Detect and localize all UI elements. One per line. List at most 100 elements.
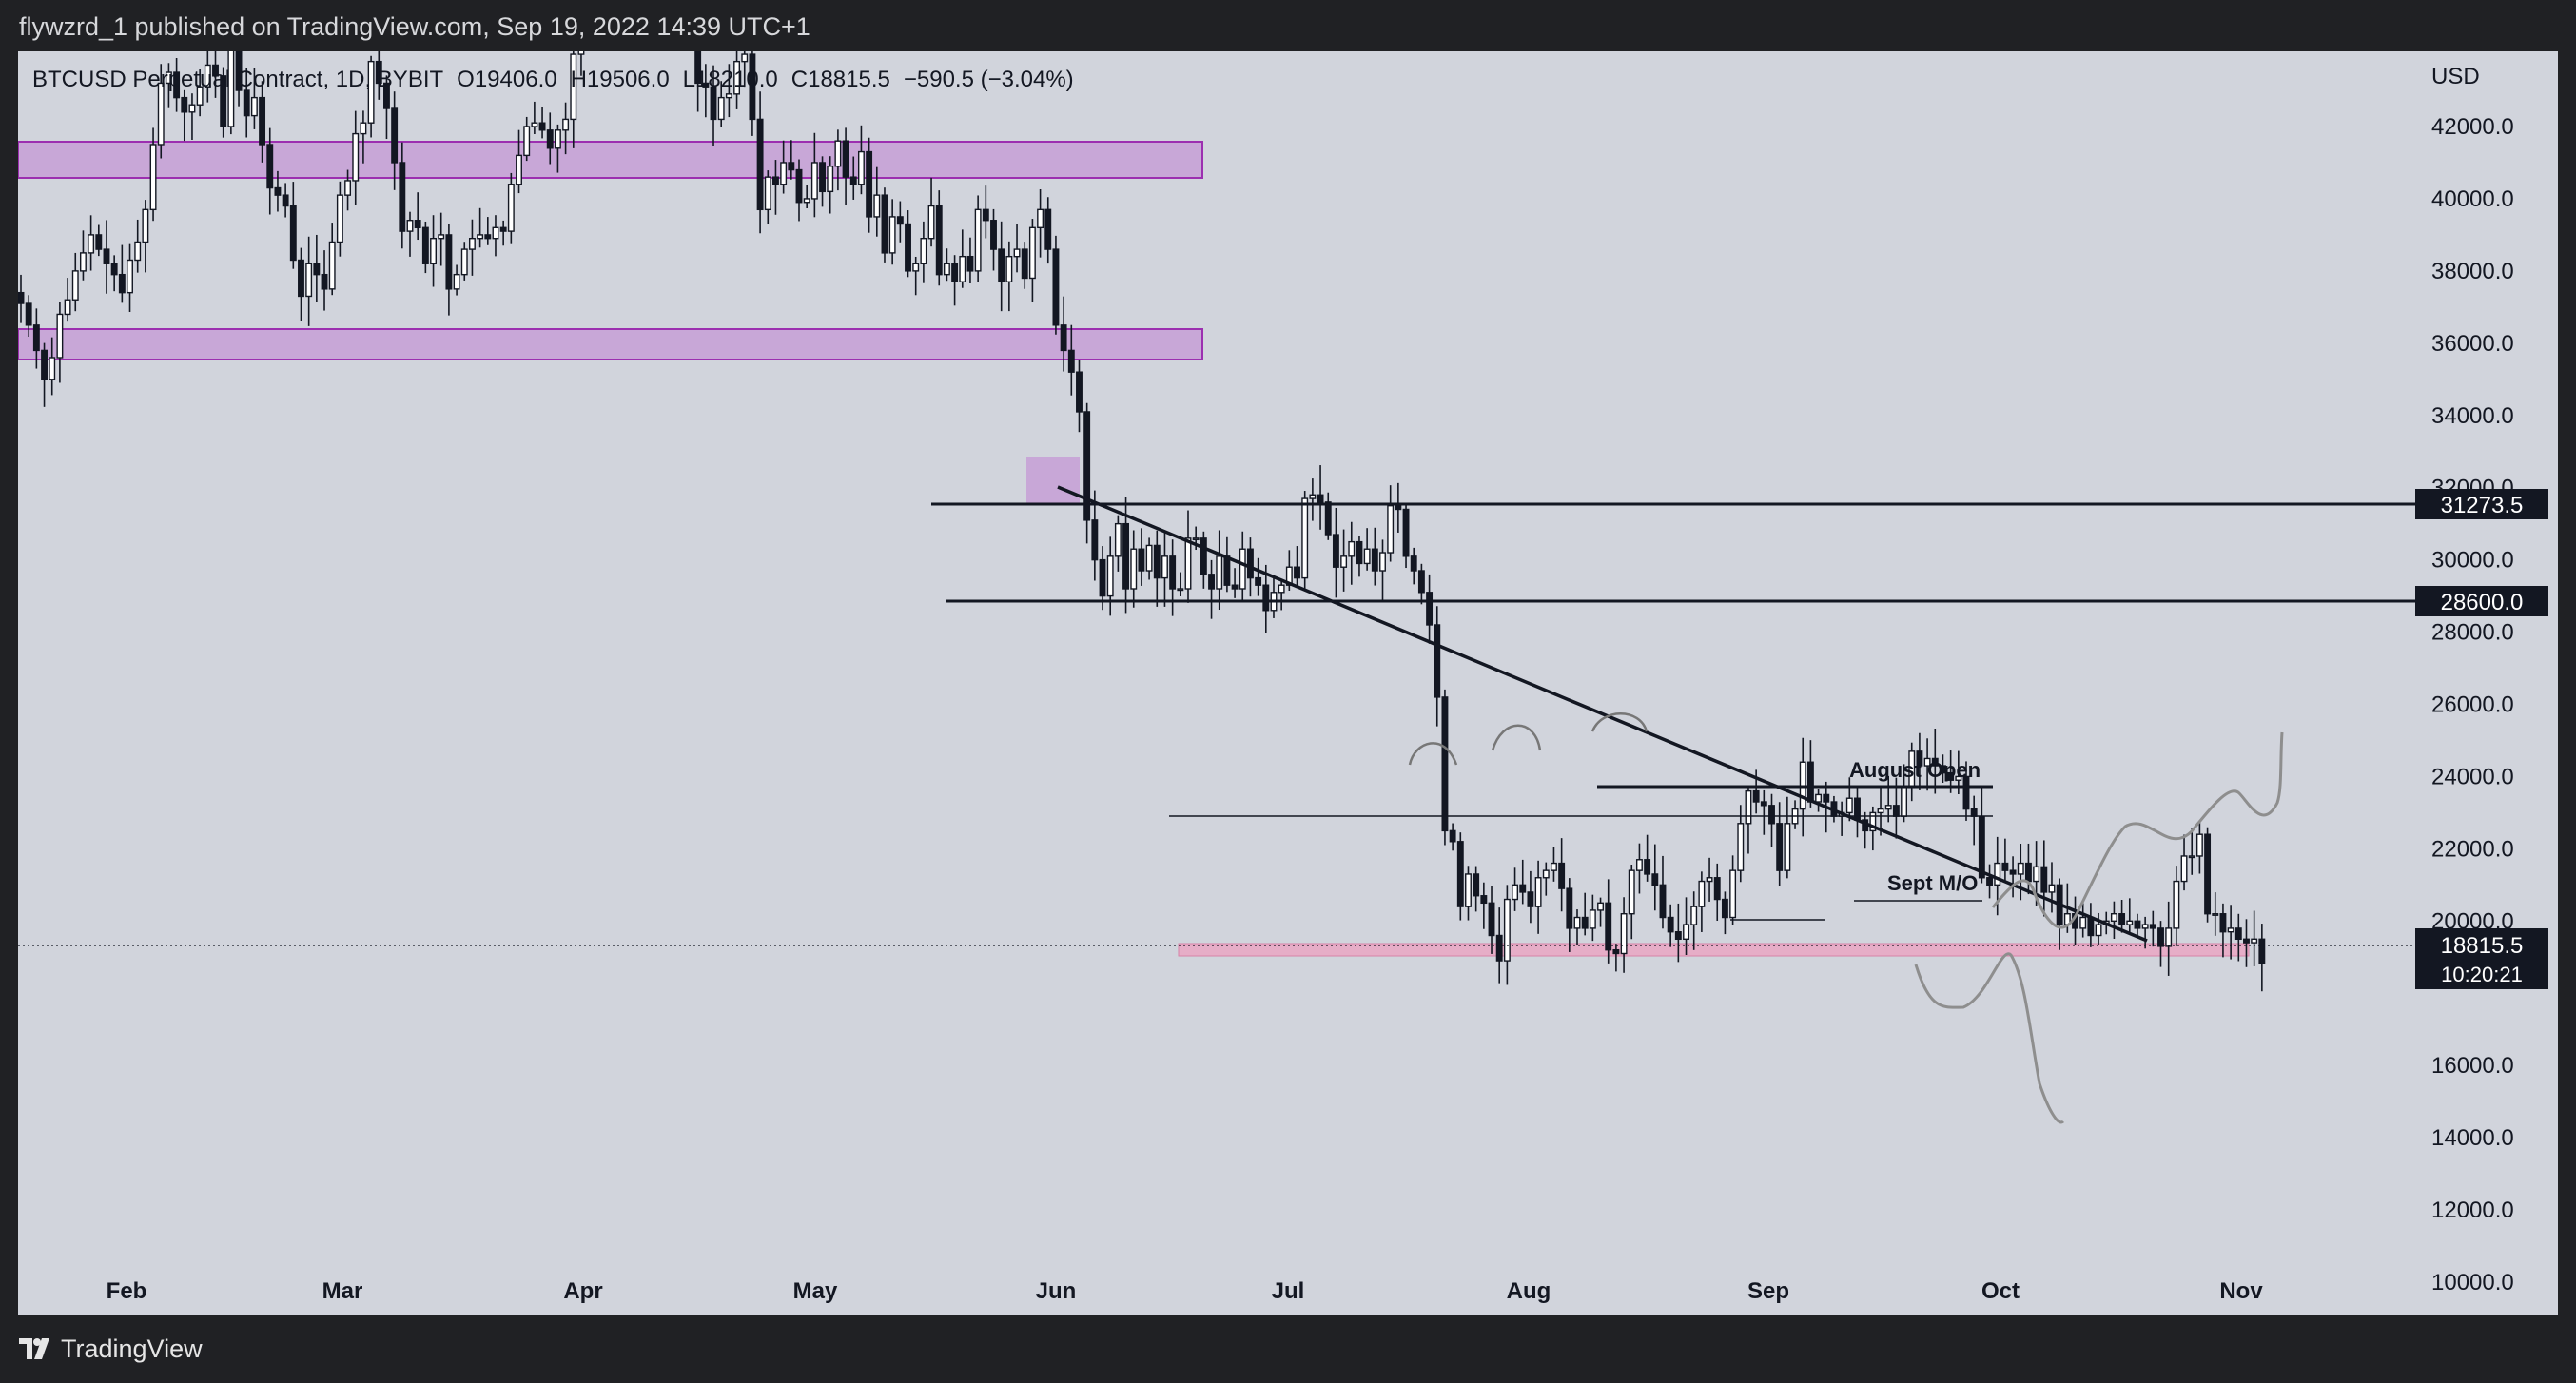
- candle-body: [1674, 931, 1682, 940]
- candle-body: [2188, 855, 2195, 859]
- candle-body: [204, 64, 211, 88]
- x-tick-label: Sep: [1747, 1278, 1789, 1304]
- candle-body: [453, 273, 460, 290]
- candle-body: [430, 238, 437, 264]
- candle-body: [756, 118, 764, 211]
- y-tick-label: 10000.0: [2431, 1270, 2514, 1295]
- candle-body: [1067, 349, 1075, 373]
- candle-body: [1986, 877, 1993, 886]
- candle-body: [888, 216, 896, 254]
- candle-body: [1721, 898, 1728, 919]
- x-tick-label: Apr: [563, 1278, 602, 1304]
- candle-body: [227, 51, 235, 127]
- candle-body: [220, 75, 227, 127]
- candle-body: [406, 220, 414, 232]
- candle-body: [1931, 757, 1939, 767]
- candle-body: [196, 86, 204, 106]
- candle-body: [951, 263, 959, 282]
- candle-body: [849, 176, 857, 185]
- candle-body: [1690, 906, 1698, 925]
- candle-body: [1246, 548, 1254, 579]
- candle-body: [1940, 765, 1946, 774]
- candle-body: [71, 270, 79, 301]
- candle-body: [1776, 823, 1784, 871]
- candle-body: [1635, 859, 1643, 871]
- candle-body: [1923, 757, 1931, 767]
- candle-body: [1512, 884, 1519, 901]
- candle-body: [41, 349, 48, 380]
- candle-body: [88, 234, 95, 254]
- candle-body: [1138, 548, 1145, 572]
- candle-body: [1597, 902, 1604, 911]
- candle-body: [827, 166, 834, 193]
- candle-body: [1970, 808, 1978, 817]
- highlight-box: [1026, 457, 1080, 504]
- candle-body: [1262, 584, 1270, 612]
- price-axis[interactable]: 42000.040000.038000.036000.034000.032000…: [2431, 114, 2514, 1295]
- candle-body: [1255, 576, 1262, 586]
- candle-body: [1573, 916, 1581, 929]
- candle-body: [2079, 916, 2087, 929]
- annotation-august-open: August Open: [1849, 758, 1981, 782]
- candle-body: [110, 263, 118, 276]
- candle-body: [733, 60, 741, 95]
- candle-body: [259, 96, 266, 146]
- candle-body: [2040, 866, 2048, 893]
- candle-body: [79, 252, 87, 272]
- candle-body: [974, 208, 982, 272]
- candle-body: [2048, 884, 2056, 893]
- candle-body: [1706, 877, 1713, 883]
- candle-body: [905, 223, 911, 272]
- candle-body: [149, 144, 157, 211]
- candle-body: [1099, 558, 1106, 597]
- candle-body: [438, 234, 445, 240]
- candle-body: [516, 154, 522, 185]
- chart-panel[interactable]: August Open Sept M/O 42000.0 40000.0 38000…: [18, 51, 2558, 1315]
- svg-text:28600.0: 28600.0: [2441, 590, 2524, 615]
- candle-body: [1495, 934, 1503, 962]
- candle-body: [1410, 555, 1417, 572]
- candle-body: [2033, 866, 2040, 883]
- time-axis[interactable]: Feb Mar Apr May Jun Jul Aug Sep Oct Nov: [107, 1278, 2264, 1304]
- candle-body: [235, 51, 243, 91]
- candle-body: [2251, 938, 2258, 944]
- y-tick-label: 42000.0: [2431, 114, 2514, 140]
- y-tick-label: 24000.0: [2431, 764, 2514, 789]
- candle-body: [1005, 255, 1013, 282]
- candle-body: [1589, 909, 1596, 929]
- candle-body: [990, 220, 997, 250]
- candle-body: [2134, 920, 2141, 929]
- legend-high: H19506.0: [570, 67, 670, 92]
- candle-body: [772, 176, 779, 185]
- candle-body: [1620, 913, 1628, 955]
- candle-body: [367, 60, 375, 124]
- y-tick-label: 40000.0: [2431, 186, 2514, 212]
- y-tick-label: 26000.0: [2431, 692, 2514, 718]
- candle-body: [2173, 880, 2180, 929]
- candle-body: [1737, 823, 1745, 871]
- candle-body: [2243, 938, 2250, 944]
- candle-body: [2204, 833, 2212, 915]
- svg-text:31273.5: 31273.5: [2441, 493, 2524, 518]
- y-tick-label: 36000.0: [2431, 331, 2514, 357]
- candle-body: [352, 132, 360, 182]
- candle-body: [866, 150, 873, 218]
- candle-body: [460, 248, 468, 276]
- candle-body: [741, 53, 749, 63]
- candle-body: [764, 176, 771, 211]
- candle-body: [1667, 916, 1674, 933]
- candle-body: [943, 263, 950, 276]
- candle-body: [1644, 859, 1651, 875]
- price-chart[interactable]: August Open Sept M/O 42000.0 40000.0 38000…: [18, 51, 2558, 1315]
- y-tick-label: 30000.0: [2431, 548, 2514, 574]
- candle-body: [1581, 916, 1589, 929]
- svg-text:10:20:21: 10:20:21: [2441, 963, 2523, 986]
- candle-body: [49, 357, 56, 380]
- candle-body: [1076, 371, 1083, 413]
- symbol-legend: BTCUSD Perpetual Contract, 1D, BYBIT O194…: [32, 67, 1087, 93]
- candle-body: [1348, 540, 1356, 557]
- tradingview-logo[interactable]: TradingView: [19, 1334, 203, 1364]
- candle-body: [445, 234, 453, 290]
- candle-body: [1713, 877, 1721, 901]
- candle-body: [562, 118, 570, 131]
